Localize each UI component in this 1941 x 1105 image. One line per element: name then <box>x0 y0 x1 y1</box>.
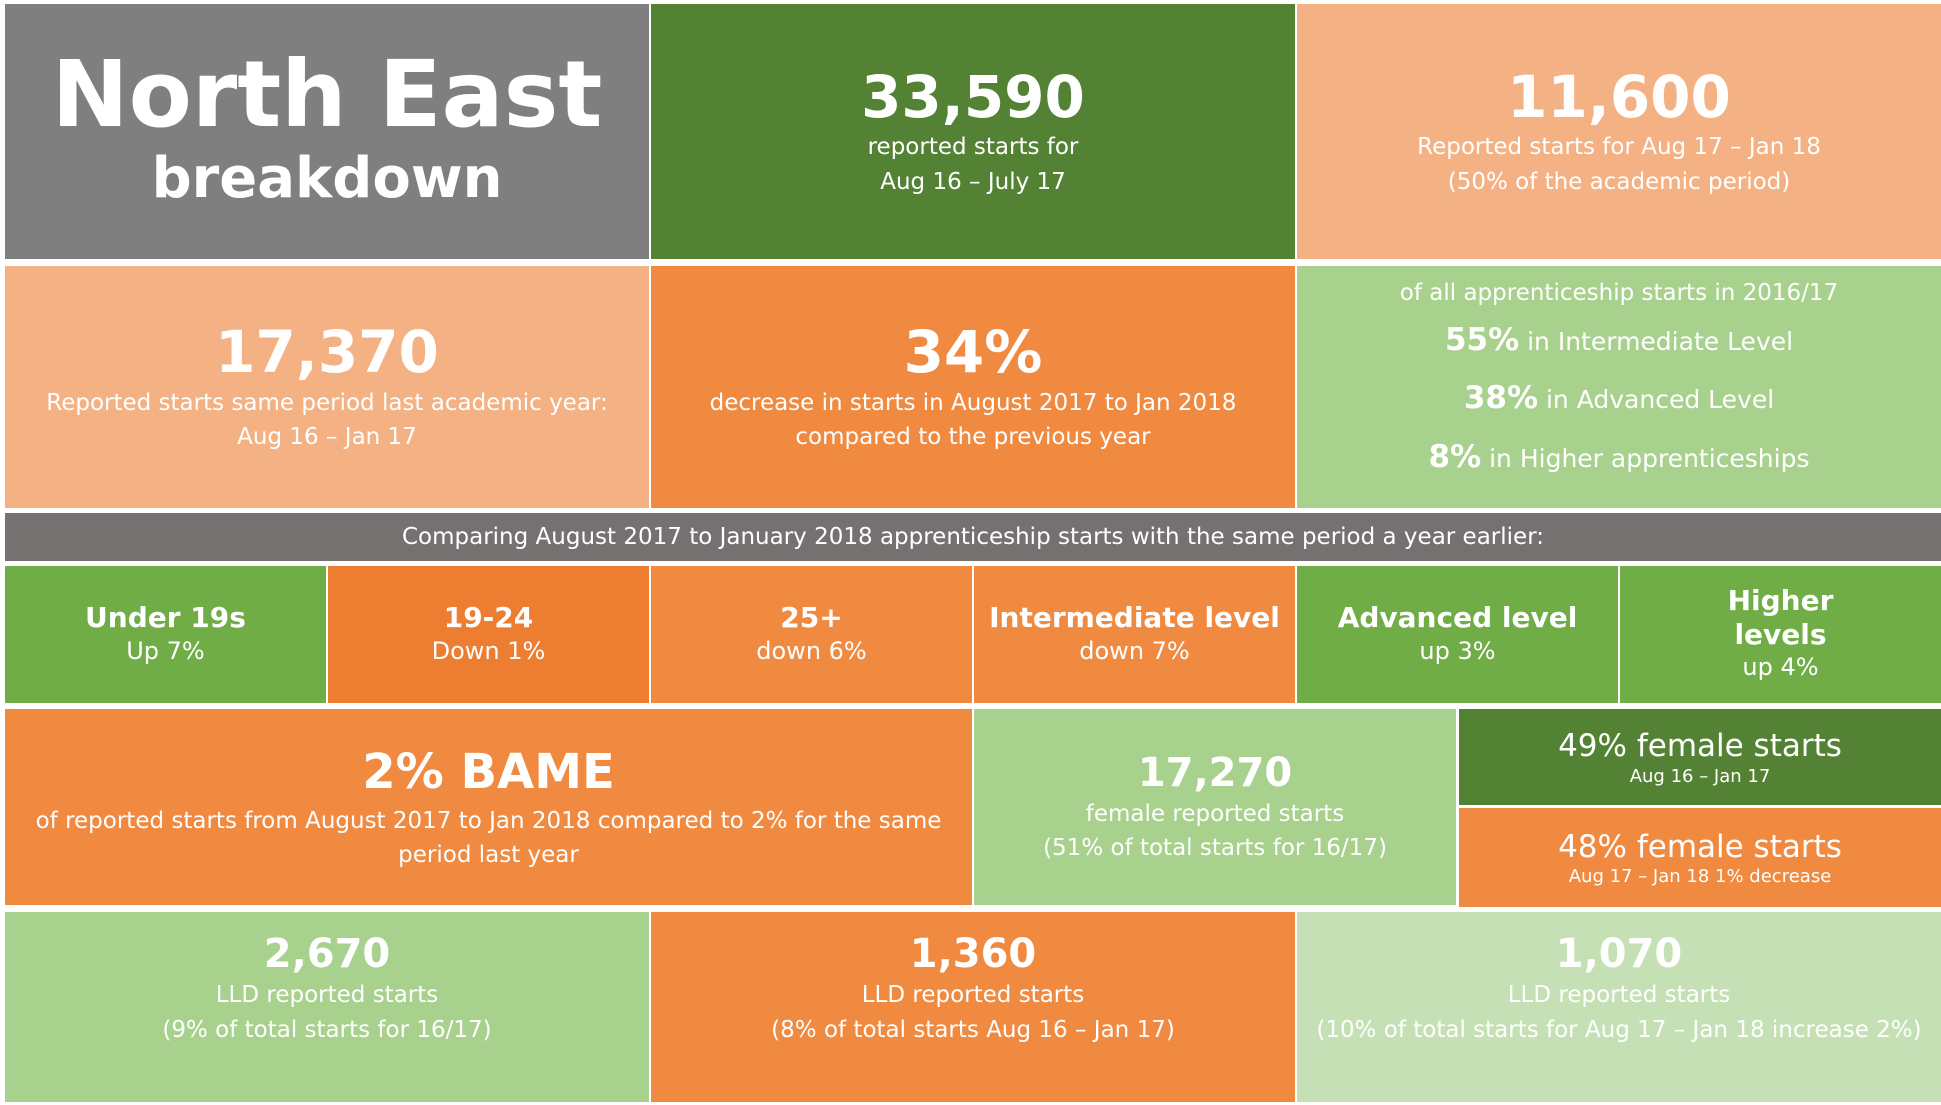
stat-number: 1,360 <box>909 931 1037 977</box>
group-name: Under 19s <box>85 600 246 634</box>
lld-tile: 2,670 LLD reported starts (9% of total s… <box>5 912 649 1102</box>
stat-text: reported starts for <box>867 134 1079 161</box>
stat-text: LLD reported starts <box>1507 982 1731 1008</box>
stat-number: 11,600 <box>1507 62 1731 131</box>
stat-number: 1,070 <box>1555 931 1683 977</box>
level-value: 38% <box>1463 380 1539 417</box>
stat-text: LLD reported starts <box>861 982 1085 1008</box>
stat-text: Aug 16 – July 17 <box>880 168 1066 195</box>
share-headline: 49% female starts <box>1558 728 1842 765</box>
group-tile: Advanced level up 3% <box>1297 566 1618 703</box>
female-tile: 17,270 female reported starts (51% of to… <box>974 709 1456 905</box>
stat-text: compared to the previous year <box>795 424 1151 451</box>
stat-text: Aug 16 – Jan 17 <box>237 424 417 451</box>
levels-list: 55% in Intermediate Level 38% in Advanced… <box>1429 311 1810 488</box>
stat-tile: 34% decrease in starts in August 2017 to… <box>651 266 1295 508</box>
level-text: in Higher apprenticeships <box>1489 444 1810 474</box>
stat-text: (8% of total starts Aug 16 – Jan 17) <box>771 1016 1175 1043</box>
bame-text: of reported starts from August 2017 to J… <box>35 807 942 869</box>
banner: Comparing August 2017 to January 2018 ap… <box>5 513 1941 561</box>
group-change: down 6% <box>756 636 867 665</box>
lld-tile: 1,070 LLD reported starts (10% of total … <box>1297 912 1941 1102</box>
stat-text: (9% of total starts for 16/17) <box>162 1016 492 1043</box>
group-change: Down 1% <box>431 636 546 665</box>
stat-tile: 11,600 Reported starts for Aug 17 – Jan … <box>1297 4 1941 259</box>
group-name: Higher levels <box>1727 584 1834 651</box>
stat-text: (10% of total starts for Aug 17 – Jan 18… <box>1316 1016 1922 1043</box>
bame-headline: 2% BAME <box>362 744 615 801</box>
group-change: down 7% <box>1079 636 1190 665</box>
group-tile: Higher levels up 4% <box>1620 566 1941 703</box>
stat-text: decrease in starts in August 2017 to Jan… <box>709 389 1237 416</box>
group-name: 25+ <box>780 600 843 634</box>
group-tile: 25+ down 6% <box>651 566 972 703</box>
stat-text: Reported starts for Aug 17 – Jan 18 <box>1417 134 1821 161</box>
stat-number: 34% <box>903 318 1043 387</box>
group-change: up 4% <box>1742 653 1819 682</box>
stat-text: (51% of total starts for 16/17) <box>1043 835 1387 861</box>
female-share-tile: 48% female starts Aug 17 – Jan 18 1% dec… <box>1459 808 1941 907</box>
group-tile: Under 19s Up 7% <box>5 566 326 703</box>
stat-tile: 17,370 Reported starts same period last … <box>5 266 649 508</box>
level-value: 55% <box>1444 321 1520 358</box>
levels-heading: of all apprenticeship starts in 2016/17 <box>1399 280 1839 306</box>
stat-text: (50% of the academic period) <box>1447 168 1791 195</box>
subtitle: breakdown <box>151 146 503 212</box>
group-name: Intermediate level <box>989 600 1280 634</box>
female-share-tile: 49% female starts Aug 16 – Jan 17 <box>1459 709 1941 805</box>
group-tile: 19-24 Down 1% <box>328 566 649 703</box>
level-text: in Intermediate Level <box>1527 326 1794 356</box>
level-row: 38% in Advanced Level <box>1429 369 1810 428</box>
share-note: Aug 16 – Jan 17 <box>1629 765 1771 787</box>
stat-number: 17,270 <box>1137 749 1293 796</box>
level-text: in Advanced Level <box>1545 385 1775 415</box>
level-value: 8% <box>1428 439 1482 476</box>
group-change: Up 7% <box>126 636 205 665</box>
stat-number: 17,370 <box>215 318 439 387</box>
stat-tile: 33,590 reported starts for Aug 16 – July… <box>651 4 1295 259</box>
lld-tile: 1,360 LLD reported starts (8% of total s… <box>651 912 1295 1102</box>
stat-text: LLD reported starts <box>215 982 439 1008</box>
group-name: 19-24 <box>443 600 534 634</box>
levels-tile: of all apprenticeship starts in 2016/17 … <box>1297 266 1941 508</box>
stat-number: 2,670 <box>263 931 391 977</box>
group-change: up 3% <box>1419 636 1496 665</box>
level-row: 55% in Intermediate Level <box>1429 311 1810 370</box>
group-tile: Intermediate level down 7% <box>974 566 1295 703</box>
stat-text: female reported starts <box>1085 800 1345 827</box>
bame-tile: 2% BAME of reported starts from August 2… <box>5 709 972 905</box>
stat-text: Reported starts same period last academi… <box>46 389 608 416</box>
share-note: Aug 17 – Jan 18 1% decrease <box>1568 866 1832 888</box>
title: North East <box>51 40 603 148</box>
title-tile: North East breakdown <box>5 4 649 259</box>
level-row: 8% in Higher apprenticeships <box>1429 428 1810 487</box>
share-headline: 48% female starts <box>1558 828 1842 865</box>
stat-number: 33,590 <box>861 62 1085 131</box>
group-name: Advanced level <box>1337 600 1578 634</box>
